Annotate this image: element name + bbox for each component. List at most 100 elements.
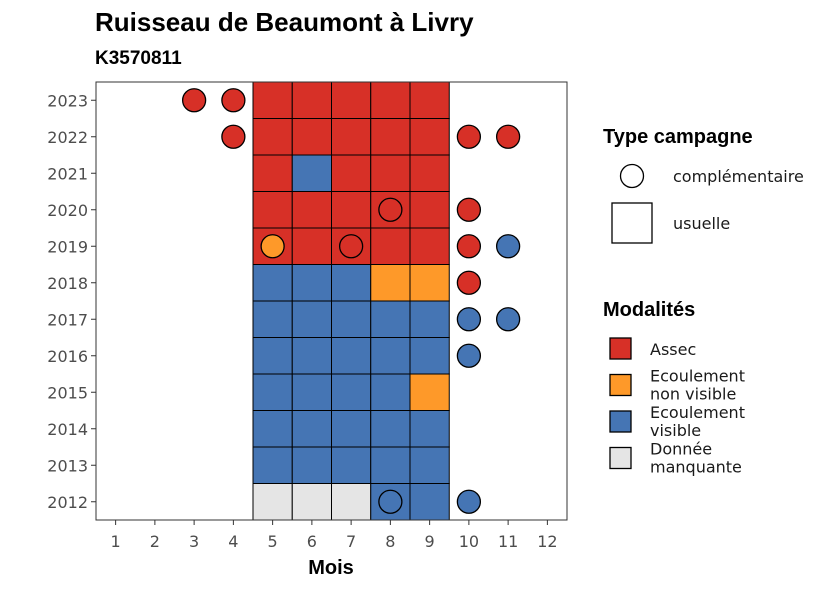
point-2012-8 (378, 489, 403, 514)
cell-2019-6 (291, 227, 332, 265)
cell-2013-7 (331, 446, 372, 484)
cell-2015-5 (252, 373, 293, 411)
y-tick-label: 2014 (47, 420, 88, 439)
cell-2018-8 (370, 264, 411, 302)
legend-usuelle-label: usuelle (673, 214, 730, 233)
point-2023-3 (181, 88, 207, 113)
legend-type-campagne: Type campagne complémentaire usuelle (603, 126, 804, 244)
legend-label-3-0: Donnée (650, 440, 712, 459)
cell-2021-6 (291, 154, 332, 192)
cell-2018-5 (252, 264, 293, 302)
cell-2020-7 (331, 191, 372, 229)
y-tick-label: 2013 (47, 456, 88, 475)
cell-2023-9 (409, 81, 450, 119)
legend-key-3 (609, 446, 632, 470)
x-tick-label: 8 (385, 532, 395, 551)
cell-2023-5 (252, 81, 293, 119)
point-2022-11 (495, 124, 521, 149)
y-tick-label: 2022 (47, 128, 88, 147)
x-tick-label: 9 (425, 532, 435, 551)
y-tick-label: 2021 (47, 164, 88, 183)
cell-2015-6 (291, 373, 332, 411)
cell-2013-5 (252, 446, 293, 484)
y-tick-label: 2019 (47, 237, 88, 256)
cell-2021-5 (252, 154, 293, 192)
cell-2012-7 (331, 483, 372, 521)
legend-label-1-1: non visible (650, 385, 736, 404)
x-tick-label: 3 (189, 532, 199, 551)
cell-2022-6 (291, 118, 332, 156)
legend-modalites-title: Modalités (603, 299, 695, 321)
legend-label-2-1: visible (650, 421, 701, 440)
legend-complementaire-label: complémentaire (673, 167, 804, 186)
legend-square-key (611, 202, 653, 244)
cell-2022-5 (252, 118, 293, 156)
point-2019-5 (260, 234, 285, 259)
cell-2015-9 (409, 373, 450, 411)
legend-label-3-1: manquante (650, 458, 742, 477)
cell-2018-7 (331, 264, 372, 302)
cell-2016-9 (409, 337, 450, 375)
y-tick-label: 2012 (47, 493, 88, 512)
legend-key-2 (609, 410, 632, 433)
point-2022-10 (456, 124, 482, 149)
cell-2014-5 (252, 410, 293, 448)
cell-2023-7 (331, 81, 372, 119)
point-2022-4 (221, 124, 246, 149)
cell-2016-6 (291, 337, 332, 375)
cell-2022-9 (409, 118, 450, 156)
point-2017-11 (495, 307, 521, 332)
y-tick-label: 2016 (47, 347, 88, 366)
cell-2019-9 (409, 227, 450, 265)
chart-subtitle: K3570811 (95, 48, 182, 69)
legend-key-0 (609, 337, 632, 360)
point-2012-10 (456, 489, 482, 514)
cell-2015-7 (331, 373, 372, 411)
cell-2021-8 (370, 154, 411, 192)
cell-2018-6 (291, 264, 332, 302)
point-2019-7 (338, 234, 364, 259)
point-2020-10 (456, 197, 482, 222)
x-tick-label: 2 (150, 532, 160, 551)
cell-2012-9 (409, 483, 450, 521)
cell-2017-9 (409, 300, 450, 338)
plot-border (95, 81, 568, 521)
cell-2022-7 (331, 118, 372, 156)
y-tick-label: 2020 (47, 201, 88, 220)
x-tick-label: 5 (268, 532, 278, 551)
cell-2012-5 (252, 483, 293, 521)
point-2019-11 (495, 234, 521, 259)
cell-2022-8 (370, 118, 411, 156)
point-2017-10 (456, 307, 482, 332)
cell-2013-9 (409, 446, 450, 484)
y-axis: 2012 2013 2014 2015 2016 2017 2018 2019 2020 2021… (47, 91, 96, 512)
legend-label-1-0: Ecoulement (650, 367, 745, 386)
cell-2019-8 (370, 227, 411, 265)
legend-label-0-0: Assec (650, 340, 696, 359)
legend-label-2-0: Ecoulement (650, 403, 745, 422)
x-tick-label: 7 (346, 532, 356, 551)
point-2023-4 (221, 88, 246, 113)
x-tick-label: 1 (111, 532, 121, 551)
cell-2017-5 (252, 300, 293, 338)
x-tick-label: 6 (307, 532, 317, 551)
legend-type-title: Type campagne (603, 126, 753, 148)
cell-2018-9 (409, 264, 450, 302)
y-tick-label: 2018 (47, 274, 88, 293)
cell-2016-7 (331, 337, 372, 375)
point-2019-10 (456, 234, 482, 259)
cell-2016-8 (370, 337, 411, 375)
cell-2016-5 (252, 337, 293, 375)
y-tick-label: 2015 (47, 383, 88, 402)
x-tick-label: 11 (498, 532, 518, 551)
point-2020-8 (378, 197, 403, 222)
cell-2023-8 (370, 81, 411, 119)
cell-2015-8 (370, 373, 411, 411)
cell-2020-5 (252, 191, 293, 229)
y-tick-label: 2017 (47, 310, 88, 329)
x-axis: 1 2 3 4 5 6 7 8 9 10 11 12 (111, 520, 558, 551)
cell-2014-6 (291, 410, 332, 448)
cell-2020-6 (291, 191, 332, 229)
